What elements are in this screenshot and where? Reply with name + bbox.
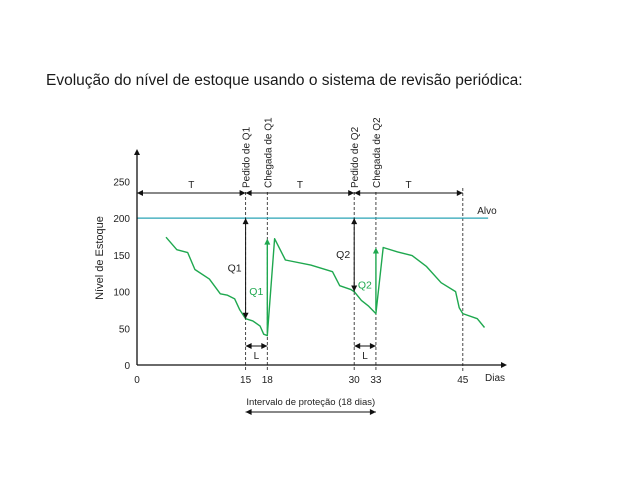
target-label: Alvo: [477, 206, 497, 217]
event-label-3: Chegada de Q2: [372, 117, 383, 188]
order-quantity-arrow-1-head-up: [351, 218, 358, 225]
y-axis-arrow: [134, 149, 140, 155]
y-tick-label-200: 200: [113, 214, 130, 225]
lead-time-arrow-1-head-right: [369, 343, 376, 349]
event-label-1: Chegada de Q1: [263, 117, 274, 188]
x-tick-label-18: 18: [262, 375, 274, 386]
y-tick-label-0: 0: [124, 361, 130, 372]
annotations: Pedido de Q1 Chegada de Q1 Pedido de Q2 Che…: [137, 117, 463, 415]
protection-interval-label: Intervalo de proteção (18 dias): [246, 397, 375, 408]
lead-time-label-0: L: [254, 351, 260, 362]
review-period-arrow-1-head-left: [245, 190, 252, 196]
delivery-quantity-arrow-head-0: [264, 238, 271, 245]
lead-time-arrow-0-head-left: [245, 343, 252, 349]
x-tick-label-33: 33: [370, 375, 382, 386]
order-quantity-arrow-0-head-up: [242, 218, 249, 225]
review-period-label-0: T: [188, 180, 194, 191]
protection-interval-arrow-head-left: [245, 409, 252, 415]
event-label-2: Pedido de Q2: [350, 126, 361, 188]
delivery-quantity-label-0: Q1: [249, 286, 263, 298]
series-layer: [165, 236, 486, 337]
y-tick-label-150: 150: [113, 251, 130, 262]
x-tick-label-45: 45: [457, 375, 469, 386]
x-tick-label-30: 30: [349, 375, 361, 386]
x-axis-label: Dias: [485, 373, 505, 384]
order-quantity-arrow-1-head-down: [351, 285, 358, 292]
lead-time-arrow-0-head-right: [261, 343, 268, 349]
target-layer: Alvo: [137, 206, 497, 219]
inventory-line-0: [165, 236, 486, 337]
order-quantity-label-0: Q1: [228, 262, 242, 274]
axes: Dias 0 50 100 150 200 250 0 15 18 30 33 45: [113, 149, 507, 386]
y-tick-label-50: 50: [119, 324, 131, 335]
event-label-0: Pedido de Q1: [242, 126, 253, 188]
lead-time-arrow-1-head-left: [354, 343, 361, 349]
review-period-arrow-2-head-left: [354, 190, 361, 196]
x-tick-label-15: 15: [240, 375, 252, 386]
review-period-label-2: T: [405, 180, 411, 191]
review-period-arrow-2-head-right: [456, 190, 463, 196]
review-period-arrow-0-head-left: [137, 190, 143, 196]
y-tick-label-250: 250: [113, 177, 130, 188]
y-tick-label-100: 100: [113, 288, 130, 299]
lead-time-label-1: L: [362, 351, 368, 362]
chart-title: Evolução do nível de estoque usando o si…: [46, 72, 523, 89]
delivery-quantity-arrow-head-1: [372, 247, 379, 254]
order-quantity-label-1: Q2: [336, 249, 350, 261]
y-axis-label: Nível de Estoque: [94, 216, 106, 300]
x-axis-arrow: [501, 362, 507, 368]
order-quantity-arrow-0-head-down: [242, 312, 249, 319]
review-period-arrow-1-head-right: [348, 190, 355, 196]
delivery-quantity-label-1: Q2: [358, 280, 372, 292]
review-period-arrow-0-head-right: [239, 190, 246, 196]
x-tick-label-0: 0: [134, 375, 140, 386]
review-period-label-1: T: [297, 180, 303, 191]
protection-interval-arrow-head-right: [369, 409, 376, 415]
